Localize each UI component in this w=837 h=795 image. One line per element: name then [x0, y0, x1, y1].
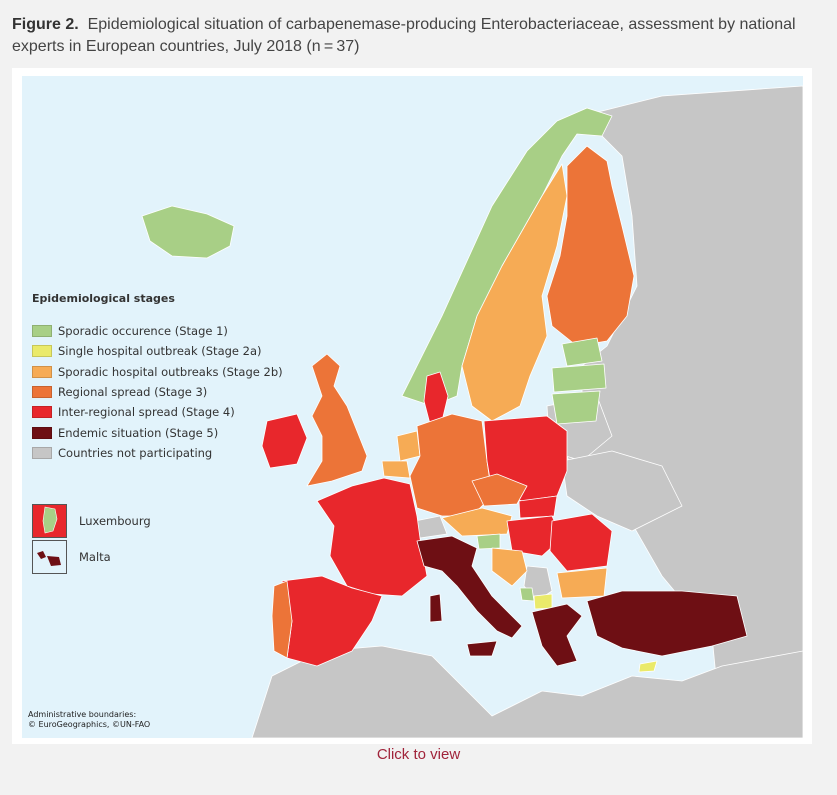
legend-items: Sporadic occurence (Stage 1) Single hospi…: [32, 321, 332, 463]
legend-item: Regional spread (Stage 3): [32, 382, 332, 402]
click-to-view-link[interactable]: Click to view: [376, 746, 461, 763]
inset-malta[interactable]: Malta: [32, 540, 111, 574]
legend-swatch: [32, 325, 52, 338]
country-germany[interactable]: [409, 413, 493, 517]
legend-item: Endemic situation (Stage 5): [32, 422, 332, 442]
map-credits: Administrative boundaries: © EuroGeograp…: [28, 710, 150, 730]
country-montenegro[interactable]: [519, 587, 535, 602]
country-belgium[interactable]: [381, 460, 411, 479]
inset-luxembourg[interactable]: Luxembourg: [32, 504, 151, 538]
country-romania[interactable]: [549, 513, 613, 572]
country-iceland[interactable]: [141, 205, 235, 259]
country-estonia[interactable]: [561, 337, 603, 367]
legend-label: Endemic situation (Stage 5): [58, 425, 219, 440]
country-netherlands[interactable]: [396, 430, 421, 462]
country-lithuania[interactable]: [551, 390, 601, 425]
country-latvia[interactable]: [551, 363, 607, 393]
legend-swatch: [32, 345, 52, 358]
luxembourg-inset-svg: [33, 505, 66, 537]
country-greece[interactable]: [531, 603, 583, 667]
country-sardinia[interactable]: [429, 593, 443, 623]
country-ireland[interactable]: [261, 413, 308, 469]
legend-swatch: [32, 406, 52, 419]
legend-label: Sporadic occurence (Stage 1): [58, 324, 228, 339]
map-legend: Epidemiological stages Sporadic occurenc…: [32, 292, 332, 463]
legend-swatch: [32, 446, 52, 459]
country-france[interactable]: [316, 477, 428, 597]
country-north-macedonia[interactable]: [533, 593, 553, 610]
country-north-africa[interactable]: [251, 645, 803, 738]
legend-item: Sporadic hospital outbreaks (Stage 2b): [32, 362, 332, 382]
country-cyprus[interactable]: [638, 660, 658, 673]
luxembourg-inset-map: [32, 504, 67, 538]
malta-inset-map: [32, 540, 67, 574]
country-bulgaria[interactable]: [556, 567, 608, 599]
europe-map[interactable]: [22, 76, 803, 738]
legend-item: Single hospital outbreak (Stage 2a): [32, 341, 332, 361]
country-croatia[interactable]: [491, 547, 528, 587]
country-italy[interactable]: [416, 535, 523, 639]
country-slovenia[interactable]: [476, 533, 501, 550]
luxembourg-label: Luxembourg: [79, 514, 151, 528]
country-turkey[interactable]: [586, 590, 748, 657]
country-united-kingdom[interactable]: [306, 353, 368, 487]
legend-item: Sporadic occurence (Stage 1): [32, 321, 332, 341]
legend-label: Sporadic hospital outbreaks (Stage 2b): [58, 364, 283, 379]
legend-item: Countries not participating: [32, 443, 332, 463]
legend-item: Inter-regional spread (Stage 4): [32, 402, 332, 422]
legend-swatch: [32, 365, 52, 378]
figure-title: Epidemiological situation of carbapenema…: [12, 16, 796, 55]
legend-label: Countries not participating: [58, 445, 213, 460]
country-ukraine[interactable]: [561, 450, 683, 532]
country-sicily[interactable]: [466, 640, 498, 657]
legend-swatch: [32, 426, 52, 439]
malta-label: Malta: [79, 550, 111, 564]
legend-swatch: [32, 386, 52, 399]
legend-label: Regional spread (Stage 3): [58, 385, 208, 400]
country-slovakia[interactable]: [518, 495, 558, 519]
credits-line-1: Administrative boundaries:: [28, 710, 137, 719]
country-czechia[interactable]: [471, 473, 528, 507]
legend-label: Single hospital outbreak (Stage 2a): [58, 344, 262, 359]
country-portugal[interactable]: [271, 580, 293, 659]
malta-inset-svg: [37, 551, 61, 566]
map-container[interactable]: Epidemiological stages Sporadic occurenc…: [22, 76, 803, 738]
figure-label: Figure 2.: [12, 16, 79, 33]
legend-title: Epidemiological stages: [32, 292, 175, 305]
credits-line-2: © EuroGeographics, ©UN-FAO: [28, 720, 151, 729]
country-finland[interactable]: [546, 145, 635, 347]
legend-label: Inter-regional spread (Stage 4): [58, 405, 235, 420]
figure-caption: Figure 2. Epidemiological situation of c…: [12, 14, 822, 58]
country-sweden[interactable]: [461, 163, 568, 422]
